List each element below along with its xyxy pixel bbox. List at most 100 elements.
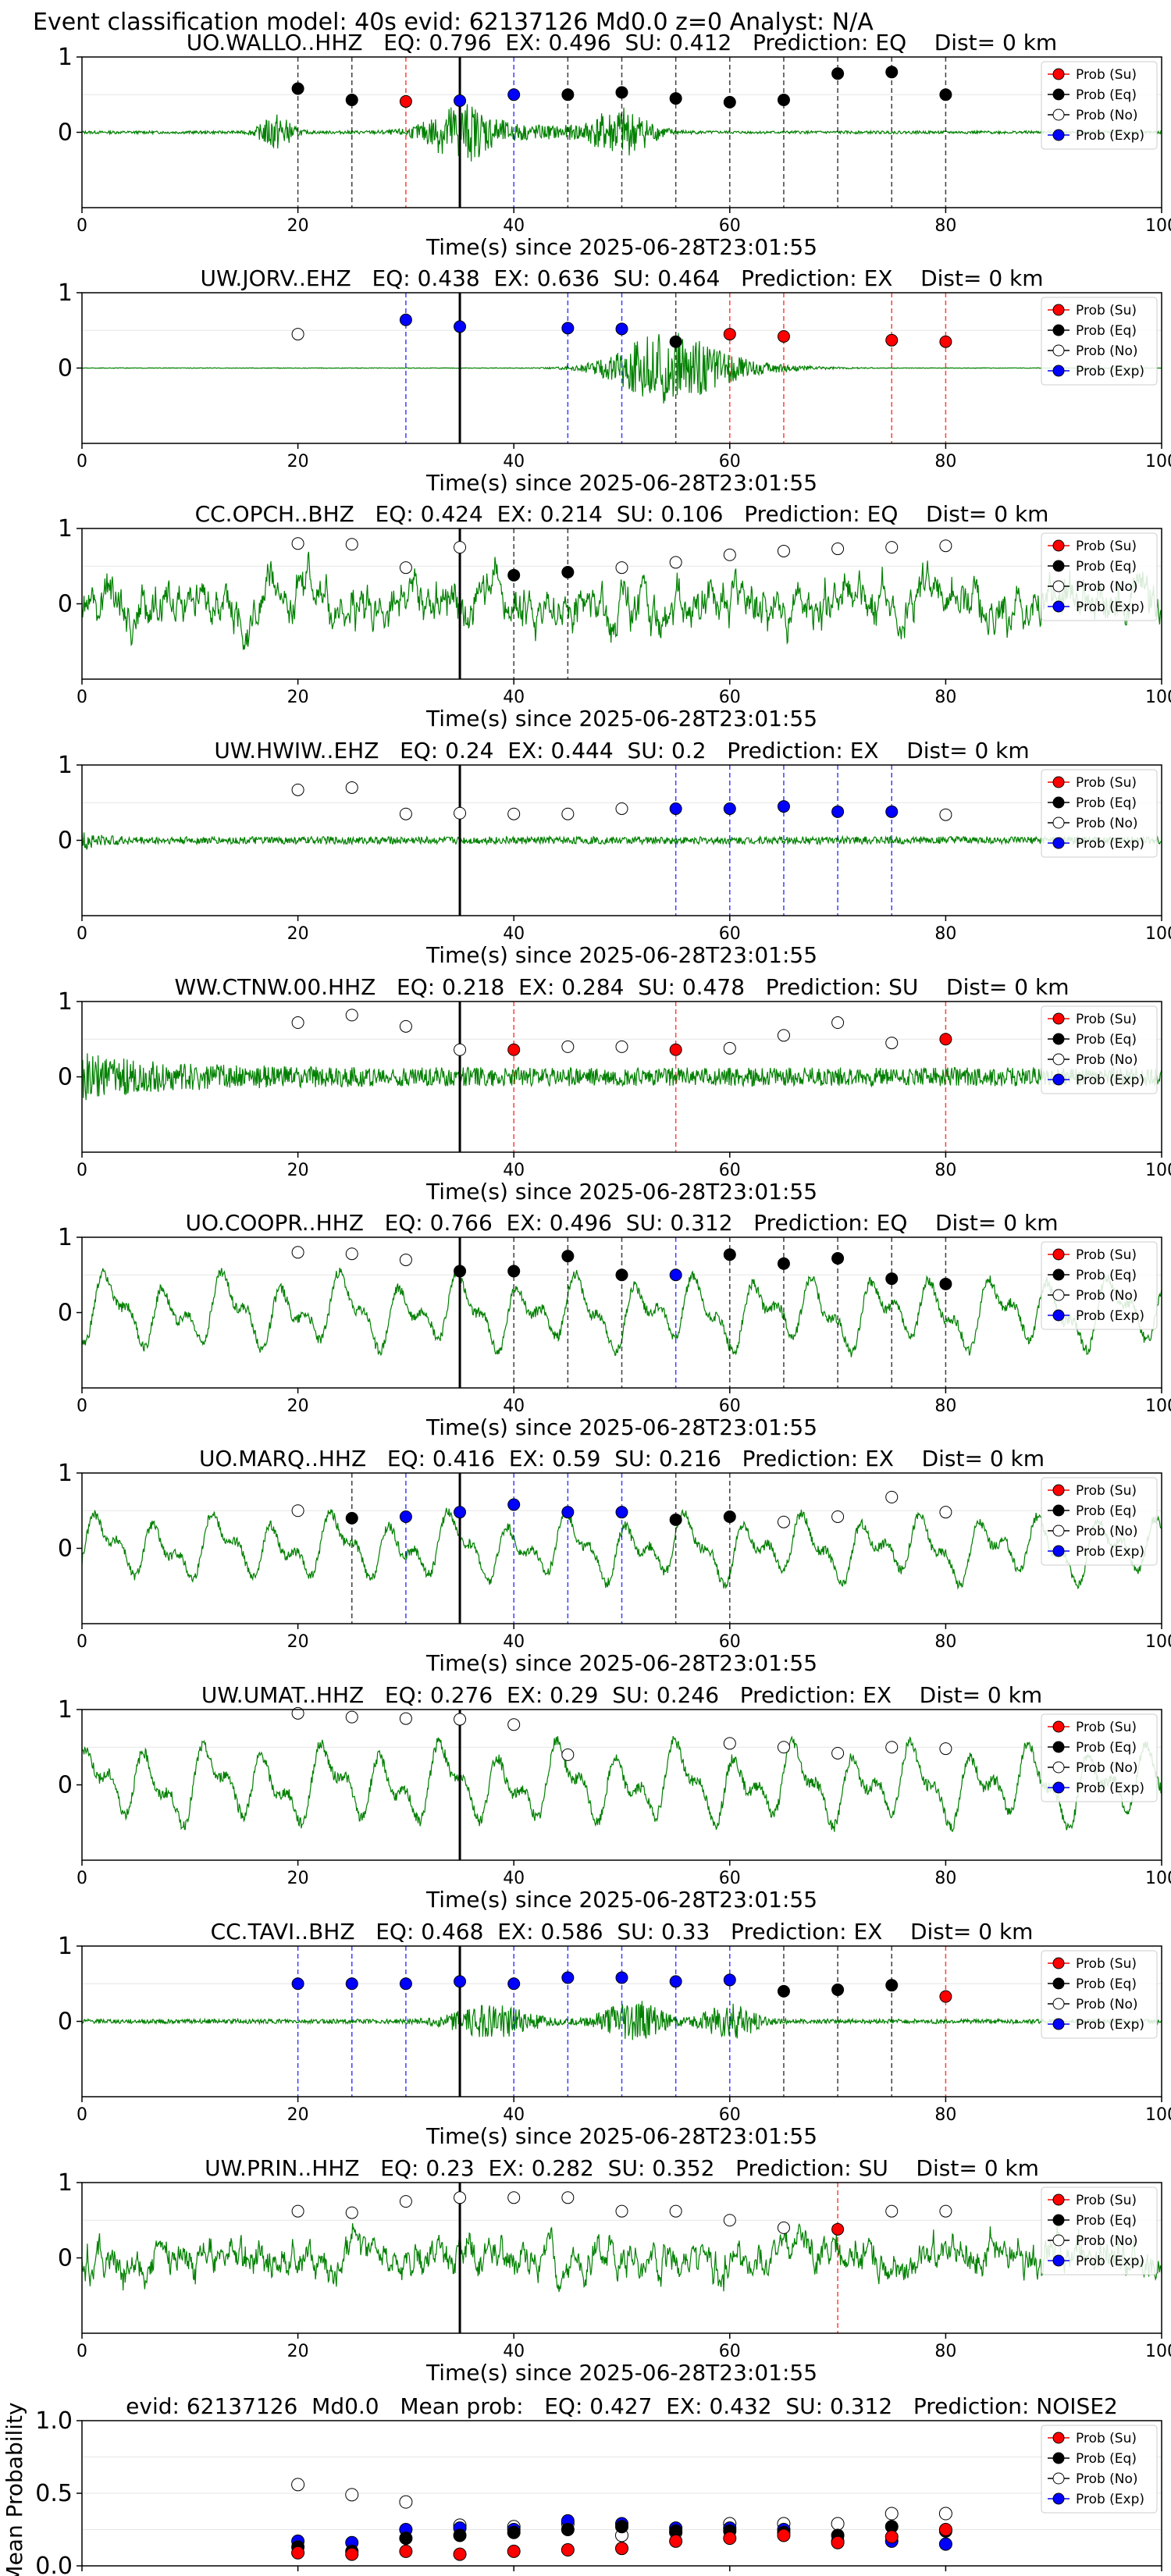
legend-label: Prob (Eq) — [1076, 1503, 1137, 1519]
legend: Prob (Su) Prob (Eq) Prob (No) Prob (Exp) — [1041, 1713, 1158, 1802]
x-tick-label: 60 — [719, 1632, 741, 1652]
x-tick-label: 80 — [934, 2105, 956, 2125]
legend-label: Prob (No) — [1076, 816, 1138, 831]
panel-title: WW.CTNW.00.HHZ EQ: 0.218 EX: 0.284 SU: 0… — [175, 974, 1070, 1000]
x-tick-label: 20 — [287, 1869, 309, 1888]
mean-marker-no — [345, 2488, 359, 2502]
x-tick-label: 0 — [77, 1632, 87, 1652]
legend-label: Prob (No) — [1076, 1052, 1138, 1068]
prob-marker-no — [291, 1016, 304, 1030]
prob-marker-exp — [399, 1977, 412, 1991]
x-tick-label: 0 — [77, 2105, 87, 2125]
y-tick-label: 0 — [58, 1772, 73, 1799]
legend-label: Prob (Eq) — [1076, 323, 1137, 339]
figure-title: Event classification model: 40s evid: 62… — [33, 9, 874, 36]
axes-frame — [81, 1709, 1162, 1861]
legend-label: Prob (Exp) — [1076, 2017, 1144, 2033]
prob-marker-exp — [561, 1506, 575, 1519]
legend-marker-exp — [1052, 1309, 1065, 1322]
prob-marker-eq — [615, 86, 628, 99]
panel-7: 0 20 40 60 80 100 0 1 UO.MARQ..HHZ EQ: 0.416 EX:… — [58, 1446, 1171, 1676]
x-axis-label: Time(s) since 2025-06-28T23:01:55 — [425, 470, 817, 496]
legend: Prob (Su) Prob (Eq) Prob (No) Prob (Exp) — [1041, 297, 1158, 386]
x-tick-label: 80 — [934, 2574, 956, 2576]
prob-marker-eq — [939, 1277, 952, 1290]
prob-marker-exp — [507, 1977, 521, 1991]
x-tick-label: 0 — [77, 216, 87, 236]
prob-marker-no — [399, 1253, 412, 1266]
y-tick-label: 1 — [58, 2169, 73, 2197]
waveform-trace — [82, 1507, 1162, 1590]
prob-marker-no — [723, 548, 736, 561]
legend-marker-eq — [1052, 1741, 1065, 1753]
legend-label: Prob (Eq) — [1076, 559, 1137, 575]
prob-marker-no — [939, 808, 952, 821]
mean-marker-su — [723, 2532, 737, 2546]
panel-1: 0 20 40 60 80 100 0 1 UO.WALLO..HHZ EQ: 0.796 EX… — [58, 30, 1171, 260]
legend-label: Prob (No) — [1076, 108, 1138, 123]
y-tick-label: 0 — [58, 1064, 73, 1091]
panel-title: UO.COOPR..HHZ EQ: 0.766 EX: 0.496 SU: 0.… — [186, 1210, 1059, 1236]
prob-marker-eq — [723, 1510, 736, 1523]
legend-label: Prob (Eq) — [1076, 87, 1137, 103]
y-tick-label: 0 — [58, 827, 73, 855]
prob-marker-no — [454, 2191, 467, 2204]
prob-marker-exp — [345, 1977, 358, 1991]
legend-marker-su — [1052, 2432, 1065, 2444]
prob-marker-exp — [561, 1971, 575, 1984]
prob-marker-eq — [345, 1511, 358, 1525]
prob-marker-exp — [561, 322, 575, 335]
waveform-trace — [82, 1735, 1162, 1833]
legend-label: Prob (Exp) — [1076, 364, 1144, 379]
x-tick-label: 60 — [719, 688, 741, 707]
legend-marker-exp — [1052, 2018, 1065, 2030]
prob-marker-no — [615, 2204, 628, 2218]
legend-marker-su — [1052, 539, 1065, 552]
prob-marker-eq — [831, 1252, 845, 1265]
panel-10: 0 20 40 60 80 100 0 1 UW.PRIN..HHZ EQ: 0.23 EX: … — [58, 2155, 1171, 2386]
legend-marker-no — [1052, 1525, 1065, 1537]
prob-marker-eq — [507, 568, 521, 582]
legend-label: Prob (Eq) — [1076, 795, 1137, 811]
x-tick-label: 100 — [1145, 1397, 1171, 1416]
x-tick-label: 0 — [77, 924, 87, 944]
legend-marker-exp — [1052, 2492, 1065, 2505]
x-tick-label: 80 — [934, 688, 956, 707]
x-tick-label: 60 — [719, 1161, 741, 1180]
mean-marker-su — [399, 2544, 413, 2558]
legend: Prob (Su) Prob (Eq) Prob (No) Prob (Exp) — [1041, 1950, 1158, 2039]
prob-marker-no — [399, 1712, 412, 1725]
mean-marker-eq — [453, 2528, 467, 2542]
x-axis-label: Time(s) since 2025-06-28T23:01:55 — [425, 2123, 817, 2149]
legend: Prob (Su) Prob (Eq) Prob (No) Prob (Exp) — [1041, 2425, 1158, 2514]
prob-marker-su — [939, 335, 952, 348]
legend-label: Prob (No) — [1076, 2471, 1138, 2487]
prob-marker-no — [454, 806, 467, 820]
legend-label: Prob (Eq) — [1076, 1268, 1137, 1283]
x-tick-label: 100 — [1145, 452, 1171, 471]
panel-title: UO.MARQ..HHZ EQ: 0.416 EX: 0.59 SU: 0.21… — [199, 1446, 1045, 1471]
prob-marker-no — [939, 2204, 952, 2218]
prob-marker-eq — [723, 95, 736, 109]
prob-marker-exp — [454, 320, 467, 333]
prob-marker-no — [885, 1490, 899, 1503]
prob-marker-no — [561, 1748, 575, 1761]
waveform-trace — [82, 2223, 1162, 2293]
legend-marker-eq — [1052, 560, 1065, 572]
x-tick-label: 80 — [934, 1869, 956, 1888]
waveform-trace — [82, 830, 1162, 850]
prob-marker-exp — [777, 800, 790, 813]
prob-marker-no — [291, 783, 304, 796]
prob-marker-no — [561, 2191, 575, 2204]
y-axis-label: Mean Probability — [2, 2402, 27, 2576]
prob-marker-no — [831, 543, 845, 556]
mean-marker-su — [777, 2528, 791, 2542]
prob-marker-no — [291, 1706, 304, 1720]
mean-marker-su — [669, 2534, 683, 2548]
x-axis-label: Time(s) since 2025-06-28T23:01:55 — [425, 1414, 817, 1440]
y-tick-label: 1 — [58, 988, 73, 1016]
prob-marker-su — [399, 94, 412, 108]
x-tick-label: 80 — [934, 2342, 956, 2361]
prob-marker-eq — [885, 1979, 899, 1992]
x-tick-label: 60 — [719, 2342, 741, 2361]
